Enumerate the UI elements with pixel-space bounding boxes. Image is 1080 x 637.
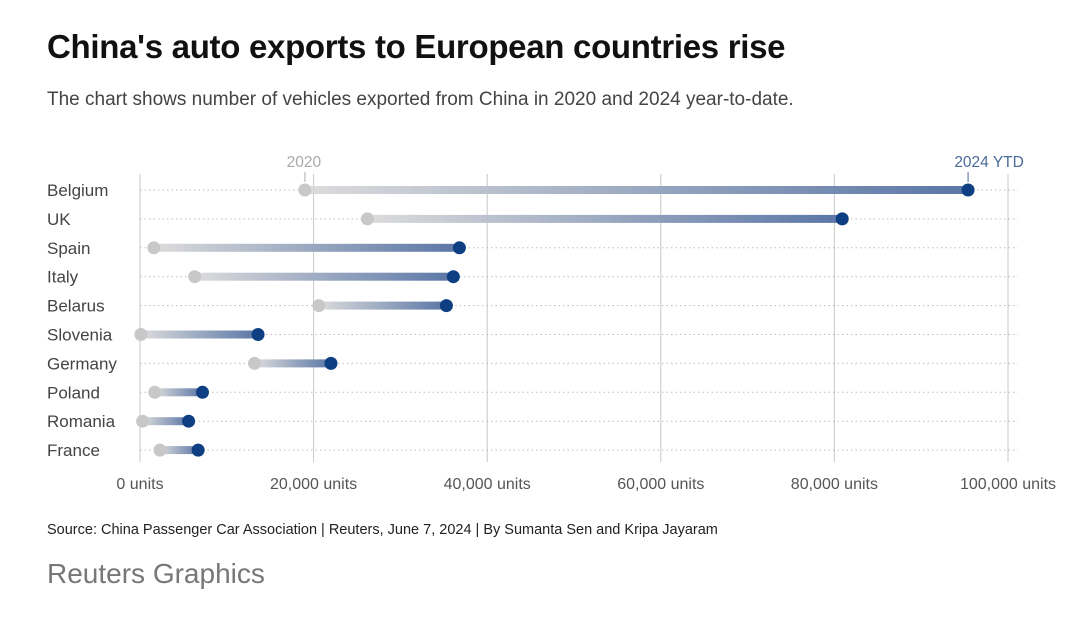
dumbbell-bar [153,243,460,252]
point-2020 [360,212,374,226]
category-label: UK [47,210,71,229]
point-2024 [324,356,338,370]
category-label: Germany [47,354,117,373]
dumbbell-bar [140,330,259,339]
category-label: Italy [47,268,79,287]
point-2024 [439,299,453,313]
point-2024 [446,270,460,284]
category-label: Spain [47,239,90,258]
dumbbell-bar [318,301,447,310]
dumbbell-bar [367,214,843,223]
point-2024 [191,443,205,457]
point-2020 [136,414,150,428]
point-2024 [961,183,975,197]
point-2020 [248,356,262,370]
category-label: Belarus [47,297,105,316]
series-label-2020: 2020 [287,154,322,171]
category-label: Romania [47,412,116,431]
point-2024 [182,414,196,428]
point-2024 [835,212,849,226]
dumbbell-bar [154,388,203,397]
dumbbell-bar [254,359,331,368]
point-2024 [195,385,209,399]
dumbbell-bar [194,272,454,281]
source-note: Source: China Passenger Car Association … [47,522,718,538]
brand-label: Reuters Graphics [47,558,265,589]
x-tick-label: 80,000 units [791,476,878,493]
category-label: Belgium [47,181,108,200]
point-2020 [153,443,167,457]
dumbbell-bar [304,186,969,194]
dumbbell-bar [142,417,189,426]
series-label-2024: 2024 YTD [954,154,1024,171]
category-label: Poland [47,383,100,402]
x-tick-label: 60,000 units [617,476,704,493]
point-2020 [298,183,312,197]
point-2020 [312,299,326,313]
point-2020 [134,328,148,341]
labels-layer: 0 units 20,000 units 40,000 units 60,000 un… [47,154,1056,493]
point-2020 [188,270,202,284]
bars-layer [134,183,975,457]
chart-subtitle: The chart shows number of vehicles expor… [47,89,794,110]
category-label: France [47,441,100,460]
point-2024 [251,328,265,341]
dumbbell-chart: 0 units 20,000 units 40,000 units 60,000 un… [47,154,1056,493]
point-2024 [452,241,466,255]
x-tick-label: 40,000 units [444,476,531,493]
point-2020 [147,241,161,255]
x-tick-label: 100,000 units [960,476,1056,493]
x-tick-label: 0 units [116,476,163,493]
dumbbell-bar [159,446,199,455]
category-label: Slovenia [47,326,113,345]
chart-title: China's auto exports to European countri… [47,28,786,65]
x-tick-label: 20,000 units [270,476,357,493]
point-2020 [148,385,162,399]
